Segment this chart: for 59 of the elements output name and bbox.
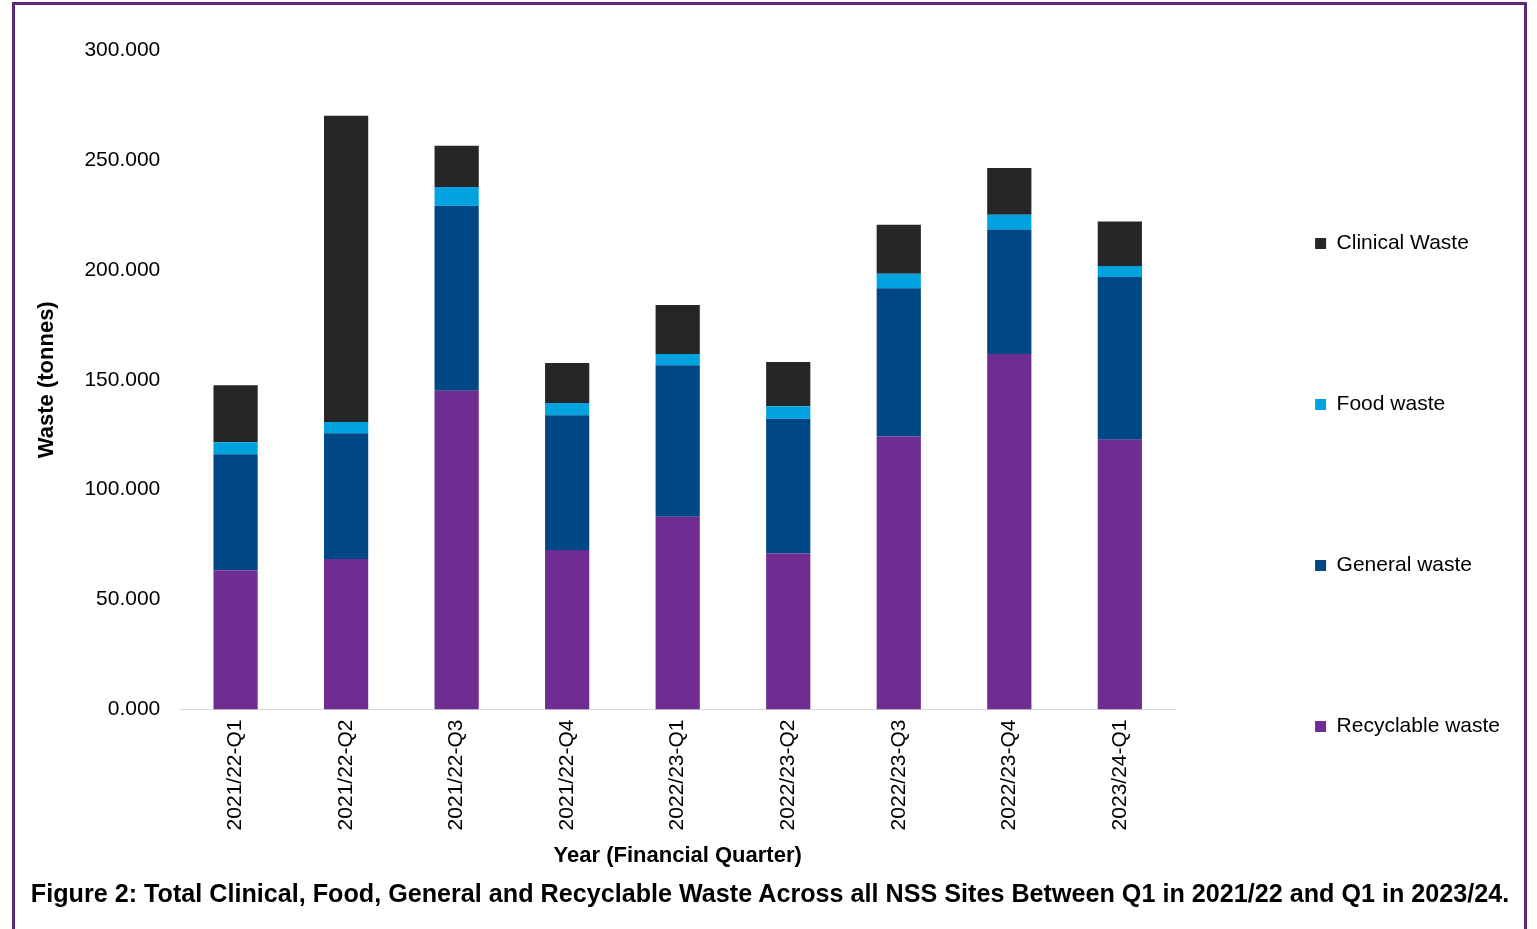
legend-label: General waste (1336, 552, 1472, 576)
bar (876, 224, 921, 274)
bar (655, 305, 700, 355)
x-axis-title: Year (Financial Quarter) (553, 841, 802, 867)
bar (1097, 266, 1142, 278)
x-tick-label: 2021/22-Q2 (332, 719, 356, 831)
bar (655, 365, 700, 517)
bar (434, 205, 479, 391)
bar (434, 145, 479, 187)
bar (545, 415, 590, 551)
y-tick-label: 0.000 (107, 696, 161, 720)
x-tick-label: 2023/24-Q1 (1106, 719, 1130, 831)
y-tick-label: 300.000 (84, 36, 161, 60)
bar (545, 363, 590, 404)
x-tick-label: 2021/22-Q3 (443, 719, 467, 831)
bar (766, 553, 811, 710)
legend-label: Recyclable waste (1336, 713, 1500, 737)
bar (655, 354, 700, 366)
x-tick-label: 2021/22-Q1 (222, 719, 246, 831)
bar (545, 403, 590, 416)
bar (876, 436, 921, 710)
bar (1097, 277, 1142, 440)
legend-label: Clinical Waste (1336, 230, 1469, 254)
bar (987, 168, 1032, 215)
bar (324, 433, 369, 560)
bar (213, 570, 258, 710)
y-tick-label: 100.000 (84, 476, 161, 500)
bar (324, 559, 369, 710)
y-tick-label: 200.000 (84, 256, 161, 280)
bar (766, 361, 811, 407)
bar (213, 454, 258, 571)
bar (434, 390, 479, 710)
y-axis-title: Waste (tonnes) (33, 301, 59, 459)
y-tick-label: 250.000 (84, 146, 161, 170)
y-tick-label: 50.000 (96, 586, 161, 610)
bar (987, 354, 1032, 710)
bar (545, 550, 590, 710)
legend-label: Food waste (1336, 391, 1446, 415)
bar (876, 273, 921, 289)
bar (766, 406, 811, 419)
bar (1097, 439, 1142, 710)
bar (766, 418, 811, 554)
bar (324, 421, 369, 434)
bar (213, 385, 258, 443)
bar (434, 186, 479, 206)
y-tick-label: 150.000 (84, 366, 161, 390)
x-tick-label: 2022/23-Q4 (996, 719, 1020, 831)
bar (324, 115, 369, 422)
bar (987, 229, 1032, 355)
bar (655, 516, 700, 710)
bar (876, 288, 921, 437)
text: Figure 2: Total Clinical, Food, General and Recyclable Waste Across all NSS Sites Between Q1 in 2021/22 and Q1 in 2023/24. (30, 878, 1510, 907)
bar (987, 214, 1032, 230)
bar (1097, 221, 1142, 267)
x-tick-label: 2022/23-Q1 (664, 719, 688, 831)
bar (213, 442, 258, 455)
x-tick-label: 2022/23-Q3 (885, 719, 909, 831)
x-tick-label: 2021/22-Q4 (553, 719, 577, 831)
x-tick-label: 2022/23-Q2 (775, 719, 799, 831)
